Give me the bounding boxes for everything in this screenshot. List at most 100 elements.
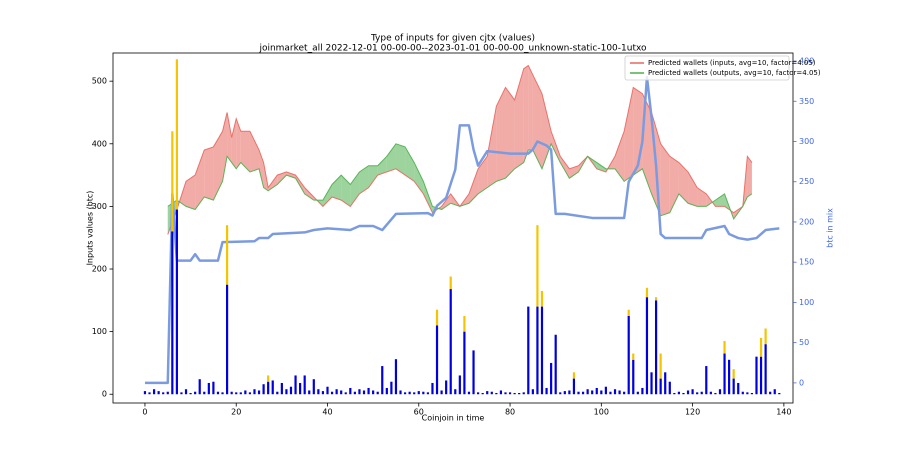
bar [682, 392, 685, 395]
bar [714, 392, 717, 395]
bar [225, 225, 229, 285]
bar [691, 389, 694, 395]
bar [477, 392, 480, 395]
bar [449, 276, 452, 290]
fill-between [322, 184, 333, 207]
bar [540, 306, 544, 395]
bar [609, 391, 612, 395]
bar [344, 392, 347, 395]
fill-between [505, 87, 515, 179]
bar [764, 328, 767, 345]
bar [741, 391, 744, 395]
bar [604, 386, 607, 395]
fill-between [259, 150, 264, 188]
bar [732, 378, 735, 395]
bar [358, 389, 361, 395]
bar [677, 391, 681, 395]
fill-between [377, 156, 387, 176]
bar [591, 390, 594, 395]
bar [426, 392, 429, 395]
bar [422, 391, 425, 395]
bar [203, 391, 206, 395]
bar [504, 392, 507, 395]
bar [381, 366, 384, 395]
bar [586, 389, 589, 395]
bar [759, 356, 763, 395]
y-axis-label: Inputs values (btc) [86, 191, 95, 266]
bar [267, 375, 270, 382]
bar [417, 391, 420, 395]
fill-between [423, 181, 433, 213]
bar [732, 369, 735, 379]
bar [271, 380, 274, 395]
bar [755, 356, 758, 395]
bar [321, 391, 325, 395]
bar [171, 231, 174, 395]
fill-between [569, 165, 579, 179]
legend-label: Predicted wallets (inputs, avg=10, facto… [648, 59, 816, 67]
fill-between [688, 171, 698, 207]
bar [394, 359, 398, 395]
bar [207, 382, 210, 395]
bar [778, 392, 781, 395]
bar [668, 381, 671, 395]
bar [495, 392, 498, 395]
bar [294, 375, 297, 395]
fill-between [660, 143, 670, 216]
bar [536, 225, 539, 307]
bar [257, 390, 261, 395]
bar [162, 392, 165, 395]
bar [632, 359, 635, 395]
bar [673, 392, 676, 395]
bar [445, 380, 448, 395]
bar [627, 309, 630, 316]
x-tick-label: 20 [231, 408, 241, 417]
bar [262, 384, 265, 395]
bar [595, 387, 598, 395]
y2-tick-label: 150 [799, 258, 814, 267]
bar [431, 382, 434, 395]
bar [349, 387, 352, 395]
fill-between [706, 193, 713, 207]
bar [645, 287, 649, 298]
fill-between [541, 93, 552, 169]
fill-between [523, 65, 529, 163]
bar [376, 391, 379, 395]
bar [636, 391, 639, 395]
bar [650, 372, 653, 395]
bar [143, 391, 147, 395]
bar [317, 389, 320, 395]
bar [175, 59, 178, 210]
bar [554, 334, 557, 395]
y2-tick-label: 0 [799, 378, 804, 387]
bar [499, 390, 503, 395]
bar [773, 389, 776, 395]
fill-between [560, 156, 570, 179]
bar [563, 391, 566, 395]
bar [326, 386, 329, 395]
bar [572, 372, 576, 379]
bar [664, 372, 667, 395]
bar [148, 392, 151, 395]
y-tick-label: 0 [102, 390, 107, 399]
bar [686, 390, 690, 395]
y2-tick-label: 300 [799, 137, 814, 146]
bar [709, 391, 712, 395]
bar [769, 391, 772, 395]
bar [330, 391, 334, 395]
bar [559, 392, 562, 395]
fill-between [615, 131, 625, 182]
fill-between [204, 146, 214, 201]
bar [276, 391, 279, 395]
bar [180, 392, 183, 395]
bar [508, 392, 512, 395]
y-tick-label: 200 [92, 265, 107, 274]
bar [764, 344, 767, 395]
fill-between [551, 131, 561, 163]
bar [705, 366, 708, 395]
bar [728, 359, 731, 395]
mix-line [144, 75, 780, 385]
bar [194, 391, 197, 395]
